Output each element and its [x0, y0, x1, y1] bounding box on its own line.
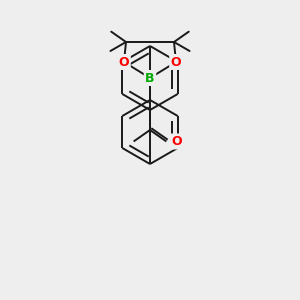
Text: O: O — [119, 56, 129, 68]
Text: B: B — [145, 71, 155, 85]
Text: O: O — [171, 56, 181, 68]
Text: O: O — [171, 135, 182, 148]
